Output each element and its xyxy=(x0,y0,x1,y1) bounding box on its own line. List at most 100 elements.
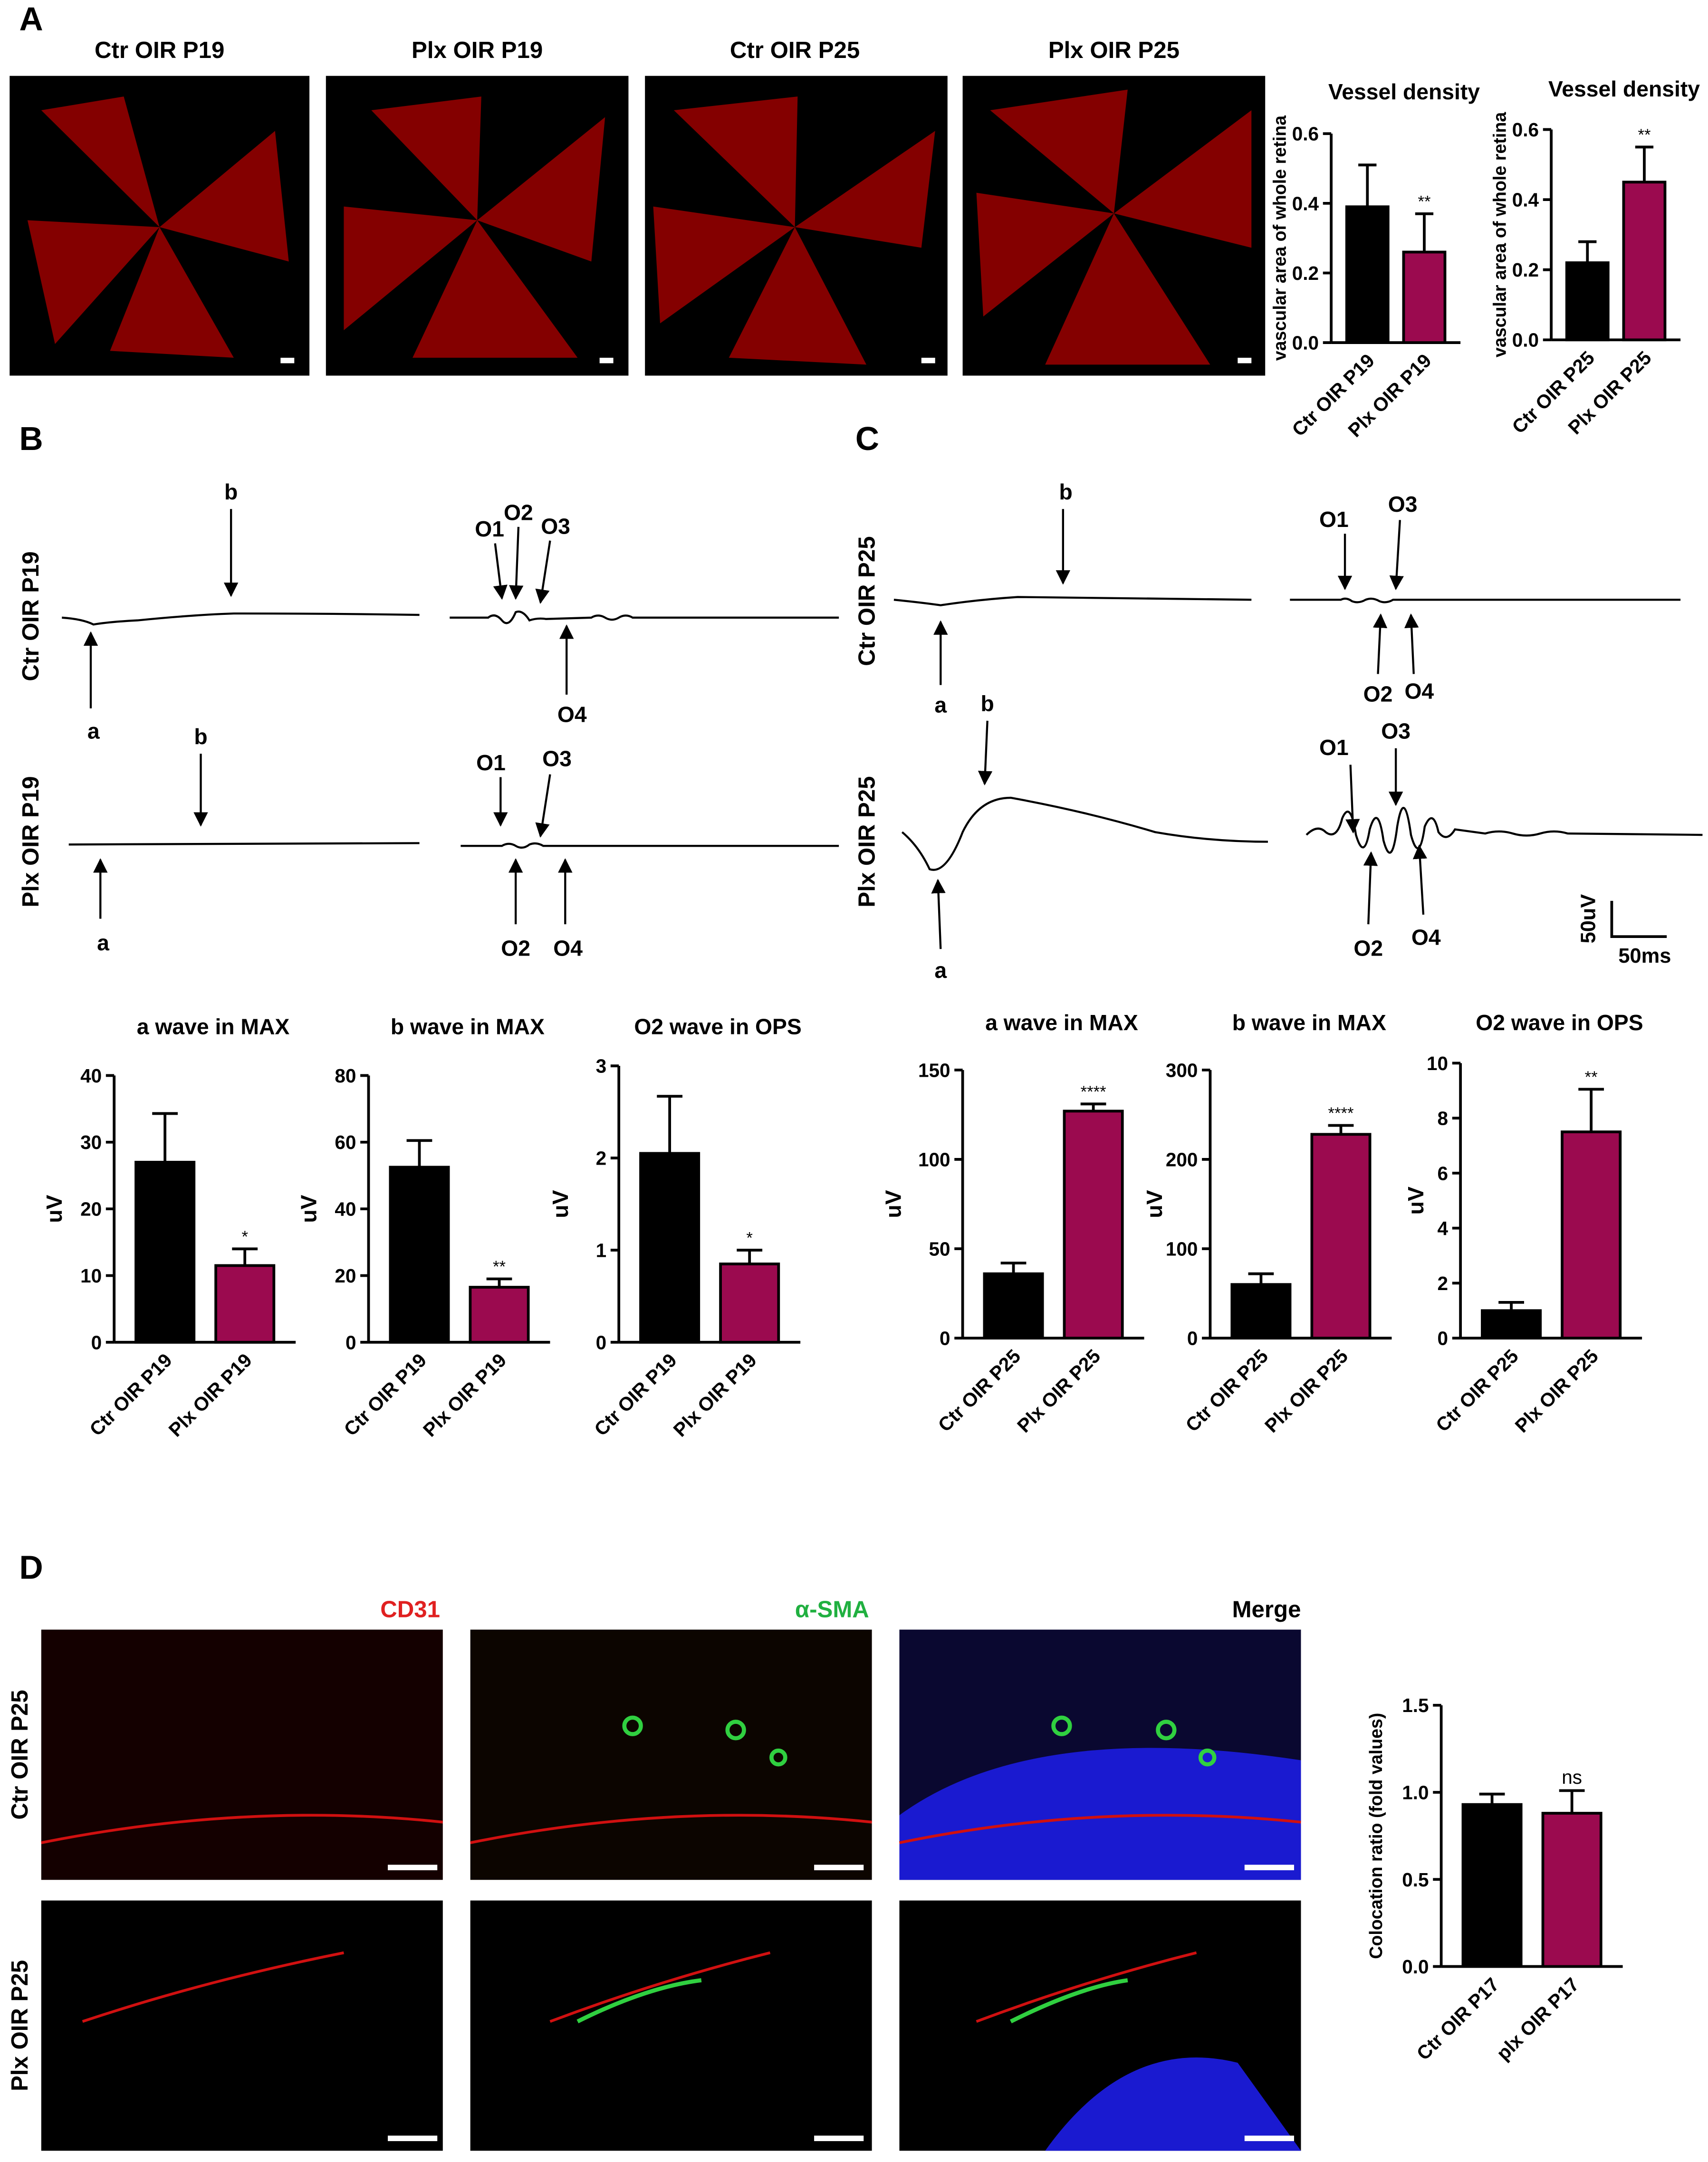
row-label: Plx OIR P25 xyxy=(7,1960,33,2091)
y-tick-label: 80 xyxy=(335,1065,356,1087)
erg-marker-label: O3 xyxy=(1381,718,1411,743)
y-tick-label: 10 xyxy=(80,1265,102,1287)
x-tick-label: Ctr OIR P25 xyxy=(1181,1345,1272,1436)
y-tick-label: 0.6 xyxy=(1512,119,1539,141)
y-tick-label: 0 xyxy=(596,1331,607,1353)
y-tick-label: 2 xyxy=(596,1148,607,1169)
y-axis-label: uV xyxy=(1403,1186,1428,1215)
y-axis-label: uV xyxy=(297,1195,321,1223)
erg-marker-label: O1 xyxy=(1319,507,1349,532)
y-tick-label: 1.0 xyxy=(1402,1781,1429,1803)
chart-title: Vessel density xyxy=(1328,79,1480,104)
x-tick-label: Plx OIR P25 xyxy=(1511,1345,1602,1436)
y-tick-label: 0.2 xyxy=(1512,259,1539,281)
significance: * xyxy=(241,1228,248,1246)
y-tick-label: 50 xyxy=(929,1238,950,1260)
significance: * xyxy=(746,1229,753,1247)
significance: **** xyxy=(1081,1083,1106,1101)
chart-title: Vessel density xyxy=(1548,77,1700,101)
erg-scale-bar xyxy=(1610,900,1667,938)
bar xyxy=(1541,1812,1602,1968)
chart-title: a wave in MAX xyxy=(985,1010,1138,1035)
x-tick-label: Ctr OIR P25 xyxy=(934,1345,1025,1436)
erg-marker-label: b xyxy=(194,724,207,749)
error-bar xyxy=(406,1139,432,1167)
bar xyxy=(719,1263,780,1344)
bar xyxy=(1402,250,1447,344)
bar xyxy=(1561,1130,1622,1340)
erg-marker-label: a xyxy=(934,958,947,983)
erg-marker-label: b xyxy=(224,479,238,504)
bar xyxy=(214,1264,276,1344)
erg-marker-label: O4 xyxy=(1404,679,1434,704)
y-tick-label: 0.0 xyxy=(1512,329,1539,351)
image-title: Ctr OIR P19 xyxy=(95,37,224,63)
y-tick-label: 2 xyxy=(1438,1272,1449,1294)
erg-row-label: Ctr OIR P19 xyxy=(18,551,44,681)
error-bar xyxy=(152,1112,178,1162)
erg-marker-arrow xyxy=(535,540,551,604)
error-bar xyxy=(486,1277,512,1288)
bar xyxy=(1622,181,1667,342)
error-bar xyxy=(1080,1102,1106,1111)
scale-label: 50uV xyxy=(1577,894,1600,944)
y-tick-label: 0.4 xyxy=(1292,192,1319,214)
erg-row-label: Ctr OIR P25 xyxy=(854,536,880,666)
significance: ** xyxy=(1585,1068,1598,1086)
y-tick-label: 0 xyxy=(1438,1328,1449,1349)
erg-marker-label: O4 xyxy=(553,936,583,961)
erg-marker-arrow xyxy=(1345,765,1360,834)
bar xyxy=(1230,1283,1292,1340)
error-bar xyxy=(232,1247,258,1266)
erg-marker-label: O2 xyxy=(501,936,530,961)
erg-marker-label: O3 xyxy=(542,746,572,771)
error-bar xyxy=(1559,1789,1585,1813)
y-axis-label: uV xyxy=(42,1195,67,1223)
y-tick-label: 0 xyxy=(1187,1328,1198,1349)
y-tick-label: 8 xyxy=(1438,1108,1449,1129)
error-bar xyxy=(737,1249,763,1264)
bar xyxy=(1345,205,1390,344)
panel-label: C xyxy=(855,420,879,457)
erg-marker-label: O3 xyxy=(541,514,570,538)
significance: ** xyxy=(493,1258,506,1276)
bar xyxy=(983,1272,1044,1340)
significance: ** xyxy=(1418,192,1430,210)
y-tick-label: 60 xyxy=(335,1131,356,1153)
erg-row-label: Plx OIR P25 xyxy=(854,776,880,907)
erg-marker-label: b xyxy=(981,691,994,716)
y-tick-label: 100 xyxy=(918,1148,950,1170)
significance: **** xyxy=(1328,1104,1353,1122)
chart-title: O2 wave in OPS xyxy=(634,1014,801,1039)
x-tick-label: Ctr OIR P19 xyxy=(590,1349,681,1440)
x-tick-label: Ctr OIR P19 xyxy=(340,1349,431,1440)
histology-images xyxy=(41,1629,1301,2151)
bar xyxy=(1481,1309,1542,1340)
significance: ns xyxy=(1562,1766,1582,1788)
y-axis-label: vascular area of whole retina xyxy=(1490,112,1510,357)
y-tick-label: 20 xyxy=(80,1198,102,1220)
error-bar xyxy=(1415,212,1434,252)
scale-label: 50ms xyxy=(1618,945,1671,967)
erg-marker-label: a xyxy=(934,692,947,717)
y-axis-label: uV xyxy=(881,1190,905,1218)
y-axis-label: uV xyxy=(1142,1190,1167,1218)
erg-marker-arrow xyxy=(509,526,524,600)
erg-marker-label: O4 xyxy=(557,702,587,727)
erg-marker-arrow xyxy=(1389,520,1404,591)
y-tick-label: 3 xyxy=(596,1055,607,1077)
column-title: α-SMA xyxy=(795,1597,869,1623)
error-bar xyxy=(1578,1088,1604,1132)
x-tick-label: Ctr OIR P25 xyxy=(1431,1345,1523,1436)
y-tick-label: 0.0 xyxy=(1402,1956,1429,1978)
y-tick-label: 1 xyxy=(596,1239,607,1261)
panel-label: D xyxy=(19,1549,43,1586)
x-tick-label: Plx OIR P19 xyxy=(164,1349,256,1441)
image-title: Ctr OIR P25 xyxy=(730,37,860,63)
erg-marker-label: O2 xyxy=(504,500,533,525)
erg-marker-label: O1 xyxy=(476,750,506,775)
x-tick-label: Plx OIR P19 xyxy=(669,1349,761,1441)
erg-marker-arrow xyxy=(978,720,993,785)
chart-title: O2 wave in OPS xyxy=(1476,1010,1643,1035)
